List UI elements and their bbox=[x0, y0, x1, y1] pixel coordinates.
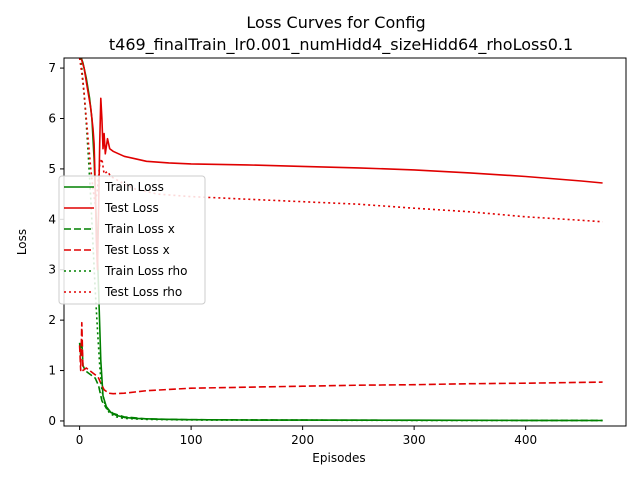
legend-label-train-loss-rho: Train Loss rho bbox=[104, 264, 187, 278]
y-tick-label: 6 bbox=[48, 111, 56, 125]
y-tick-label: 7 bbox=[48, 61, 56, 75]
y-tick-label: 3 bbox=[48, 263, 56, 277]
legend-label-train-loss-x: Train Loss x bbox=[104, 222, 175, 236]
legend-label-test-loss: Test Loss bbox=[104, 201, 159, 215]
y-tick-label: 2 bbox=[48, 313, 56, 327]
legend-label-test-loss-x: Test Loss x bbox=[104, 243, 170, 257]
x-axis-label: Episodes bbox=[312, 451, 365, 465]
series-layer bbox=[78, 58, 603, 422]
y-tick-label: 0 bbox=[48, 414, 56, 428]
series-line-test-loss-x bbox=[78, 321, 603, 395]
y-axis: 0 1 2 3 4 5 6 7 bbox=[48, 61, 64, 428]
chart-title-line2: t469_finalTrain_lr0.001_numHidd4_sizeHid… bbox=[109, 35, 573, 55]
x-tick-label: 0 bbox=[76, 433, 84, 447]
x-tick-label: 200 bbox=[291, 433, 314, 447]
x-tick-label: 400 bbox=[514, 433, 537, 447]
x-tick-label: 300 bbox=[403, 433, 426, 447]
legend-label-train-loss: Train Loss bbox=[104, 180, 164, 194]
y-axis-label: Loss bbox=[15, 229, 29, 255]
y-tick-label: 4 bbox=[48, 212, 56, 226]
legend-box bbox=[58, 175, 206, 305]
x-tick-label: 100 bbox=[180, 433, 203, 447]
chart-title-line1: Loss Curves for Config bbox=[246, 13, 425, 32]
plot-area bbox=[63, 57, 627, 427]
y-tick-label: 5 bbox=[48, 162, 56, 176]
series-line-test-loss bbox=[80, 58, 603, 271]
y-tick-label: 1 bbox=[48, 364, 56, 378]
series-line-train-loss-x bbox=[78, 339, 603, 422]
legend: Train Loss Test Loss Train Loss x Test Loss… bbox=[58, 175, 206, 305]
legend-label-test-loss-rho: Test Loss rho bbox=[104, 285, 182, 299]
x-axis: 0 100 200 300 400 bbox=[76, 426, 537, 447]
